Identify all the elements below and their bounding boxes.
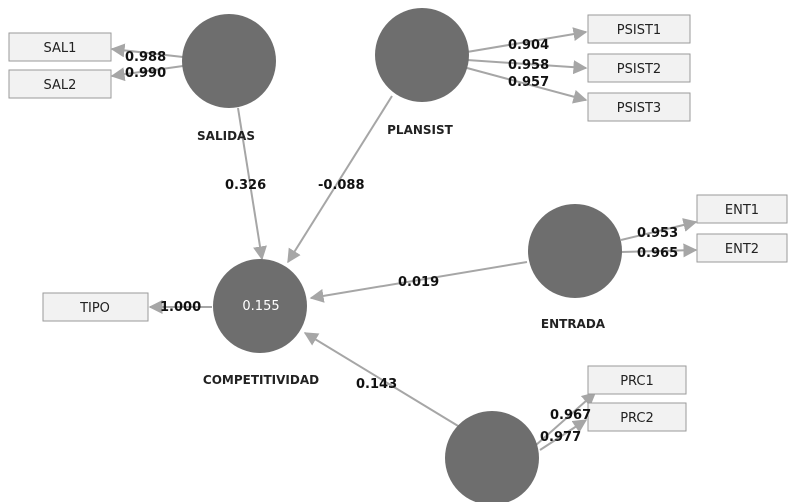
loading-edge-psist3 — [466, 67, 588, 104]
loading-sal2: 0.990 — [125, 66, 166, 81]
path-plansist-competitividad — [287, 95, 393, 264]
indicator-label-psist3: PSIST3 — [617, 101, 661, 116]
path-salidas-competitividad — [237, 107, 267, 261]
loading-psist1: 0.904 — [508, 38, 549, 53]
indicator-label-ent1: ENT1 — [725, 203, 759, 218]
indicator-label-sal2: SAL2 — [44, 78, 77, 93]
loading-edge-prc2 — [539, 419, 588, 451]
path-coef-prc: 0.143 — [356, 377, 397, 392]
indicator-label-prc1: PRC1 — [620, 374, 654, 389]
path-coef-entrada: 0.019 — [398, 275, 439, 290]
latent-label-entrada: ENTRADA — [541, 317, 606, 331]
indicator-label-psist2: PSIST2 — [617, 62, 661, 77]
indicator-ent2[interactable] — [696, 233, 788, 263]
loading-sal1: 0.988 — [125, 50, 166, 65]
path-coef-salidas: 0.326 — [225, 178, 266, 193]
loading-tipo: 1.000 — [160, 300, 201, 315]
loading-ent1: 0.953 — [637, 226, 678, 241]
indicator-prc2[interactable] — [587, 402, 687, 432]
loading-edge-psist1 — [466, 27, 588, 53]
path-entrada-competitividad — [309, 261, 528, 303]
loading-edge-psist2 — [466, 59, 588, 75]
competitividad-r2: 0.155 — [242, 299, 279, 314]
loading-psist2: 0.958 — [508, 58, 549, 73]
latent-entrada[interactable] — [528, 204, 622, 298]
indicator-tipo[interactable] — [42, 292, 149, 322]
latent-label-plansist: PLANSIST — [387, 123, 454, 137]
latent-plansist[interactable] — [375, 8, 469, 102]
indicator-label-ent2: ENT2 — [725, 242, 759, 257]
indicator-psist2[interactable] — [587, 53, 691, 83]
loading-psist3: 0.957 — [508, 75, 549, 90]
loading-edge-sal1 — [110, 43, 184, 58]
loading-ent2: 0.965 — [637, 246, 678, 261]
path-prc-competitividad — [303, 332, 469, 433]
latent-label-competitividad: COMPETITIVIDAD — [203, 373, 319, 387]
loading-edge-ent1 — [620, 218, 698, 241]
indicator-label-psist1: PSIST1 — [617, 23, 661, 38]
latent-prc[interactable] — [445, 411, 539, 502]
indicator-psist3[interactable] — [587, 92, 691, 122]
indicator-psist1[interactable] — [587, 14, 691, 44]
indicator-sal1[interactable] — [8, 32, 112, 62]
indicator-label-tipo: TIPO — [79, 301, 110, 316]
path-coef-plansist: -0.088 — [318, 178, 365, 193]
latent-competitividad[interactable] — [213, 259, 307, 353]
loading-edge-ent2 — [620, 243, 698, 258]
loading-prc1: 0.967 — [550, 408, 591, 423]
loading-edge-sal2 — [110, 65, 184, 82]
latent-label-salidas: SALIDAS — [197, 129, 255, 143]
latent-salidas[interactable] — [182, 14, 276, 108]
loading-prc2: 0.977 — [540, 430, 581, 445]
indicator-label-prc2: PRC2 — [620, 411, 654, 426]
indicator-ent1[interactable] — [696, 194, 788, 224]
indicator-prc1[interactable] — [587, 365, 687, 395]
indicator-sal2[interactable] — [8, 69, 112, 99]
indicator-label-sal1: SAL1 — [44, 41, 77, 56]
loading-edge-prc1 — [535, 392, 597, 446]
